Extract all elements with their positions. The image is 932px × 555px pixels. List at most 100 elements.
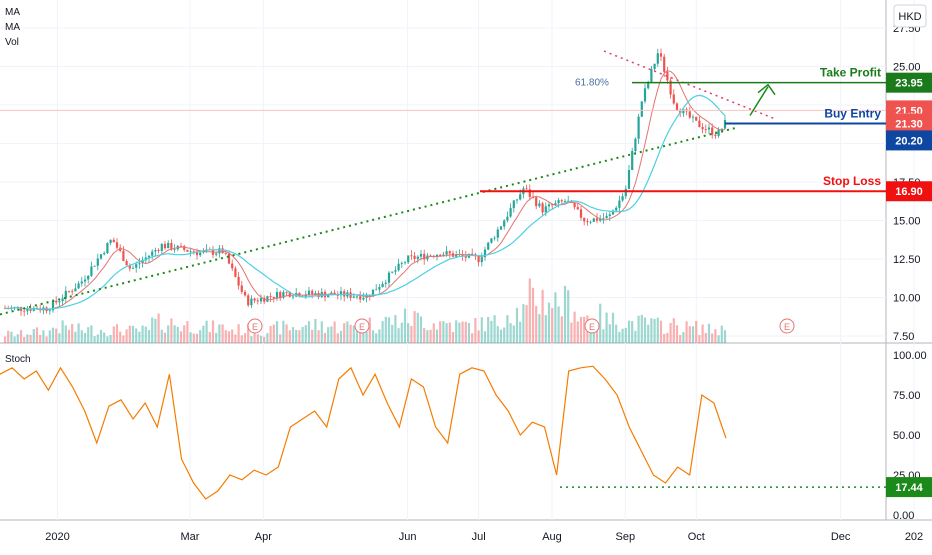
volume-bar — [378, 329, 381, 343]
candle-body — [115, 242, 119, 248]
candle-body — [599, 218, 602, 221]
volume-bar — [13, 336, 16, 343]
volume-bar — [154, 318, 157, 343]
indicator-vol-label[interactable]: Vol — [5, 37, 19, 48]
volume-bar — [128, 325, 131, 343]
indicator-ma-label-2[interactable]: MA — [5, 22, 20, 33]
volume-bar — [672, 318, 675, 343]
candle-body — [650, 69, 653, 82]
volume-bar — [541, 289, 544, 343]
candle-body — [109, 239, 112, 244]
candle-body — [397, 263, 400, 271]
volume-bar — [531, 287, 535, 343]
candle-body — [195, 252, 199, 256]
volume-bar — [701, 324, 704, 343]
volume-bar — [403, 308, 407, 343]
volume-bar — [477, 330, 480, 343]
volume-bar — [189, 332, 192, 343]
volume-bar — [416, 312, 419, 343]
volume-bar — [455, 320, 458, 343]
volume-bar — [339, 330, 343, 343]
volume-bar — [7, 330, 10, 343]
volume-bar — [231, 329, 234, 343]
candle-body — [224, 253, 227, 254]
volume-bar — [96, 334, 99, 343]
candle-body — [512, 200, 515, 209]
stoch-label[interactable]: Stoch — [5, 354, 31, 365]
projection-arrow-head — [757, 83, 776, 96]
labels: MA MA Vol Stoch HKD — [5, 4, 927, 365]
volume-bar — [381, 321, 384, 343]
volume-bar — [227, 331, 231, 343]
candle-body — [554, 203, 557, 206]
volume-bar — [215, 332, 218, 343]
volume-bar — [320, 321, 323, 343]
volume-bar — [23, 336, 26, 343]
candle-body — [656, 53, 659, 64]
volume-bar — [115, 324, 119, 343]
candle-body — [103, 253, 106, 255]
volume-bar — [627, 320, 631, 343]
time-tick-label: Sep — [616, 531, 636, 543]
volume-bar — [266, 333, 269, 343]
candle-body — [26, 308, 29, 312]
volume-bar — [368, 317, 371, 343]
volume-bar — [90, 325, 93, 343]
candle-body — [704, 129, 707, 130]
volume-bar — [407, 323, 410, 343]
candle-body — [544, 206, 547, 213]
currency-badge-box[interactable] — [893, 4, 927, 28]
volume-bar — [410, 325, 413, 343]
volume-bar — [199, 330, 202, 343]
candle-body — [378, 287, 381, 290]
volume-bar — [288, 330, 291, 343]
volume-bar — [419, 316, 423, 343]
candle-body — [359, 296, 362, 300]
volume-bar — [519, 321, 522, 343]
volume-bar — [445, 323, 448, 343]
volume-bar — [467, 322, 471, 343]
candle-body — [413, 255, 416, 259]
volume-bar — [391, 324, 394, 343]
volume-bar — [487, 316, 490, 343]
volume-bar — [138, 331, 141, 343]
moving-averages — [4, 70, 726, 311]
candle-body — [371, 289, 375, 297]
volume-bar — [45, 336, 48, 343]
volume-bar — [528, 278, 531, 343]
candle-body — [538, 203, 541, 207]
candle-body — [157, 250, 160, 251]
candle-body — [23, 310, 26, 312]
volume-bar — [413, 311, 416, 343]
candle-body — [624, 188, 627, 197]
volume-bar — [615, 324, 618, 343]
volume-bar — [573, 311, 576, 343]
candle-body — [586, 221, 589, 223]
candle-body — [147, 255, 151, 258]
volume-bar — [157, 313, 160, 343]
candle-body — [701, 126, 704, 130]
volume-bar — [195, 333, 199, 343]
volume-bar — [51, 327, 55, 343]
time-tick-label: 2020 — [45, 531, 69, 543]
volume-bar — [560, 316, 563, 343]
candle-body — [682, 109, 685, 114]
volume-bar — [679, 334, 682, 343]
candle-body — [106, 243, 109, 254]
candle-body — [135, 264, 138, 268]
candle-body — [96, 258, 99, 266]
candle-body — [541, 203, 544, 213]
indicator-ma-label-1[interactable]: MA — [5, 7, 20, 18]
volume-bar — [515, 307, 519, 343]
candle-body — [163, 243, 167, 249]
candle-body — [394, 270, 397, 272]
candle-body — [83, 279, 87, 282]
candle-body — [631, 151, 634, 171]
candle-body — [471, 253, 474, 255]
volume-bar — [355, 329, 359, 343]
volume-bar — [327, 327, 330, 343]
time-tick-label: Oct — [688, 531, 705, 543]
volume-bar — [592, 324, 595, 343]
